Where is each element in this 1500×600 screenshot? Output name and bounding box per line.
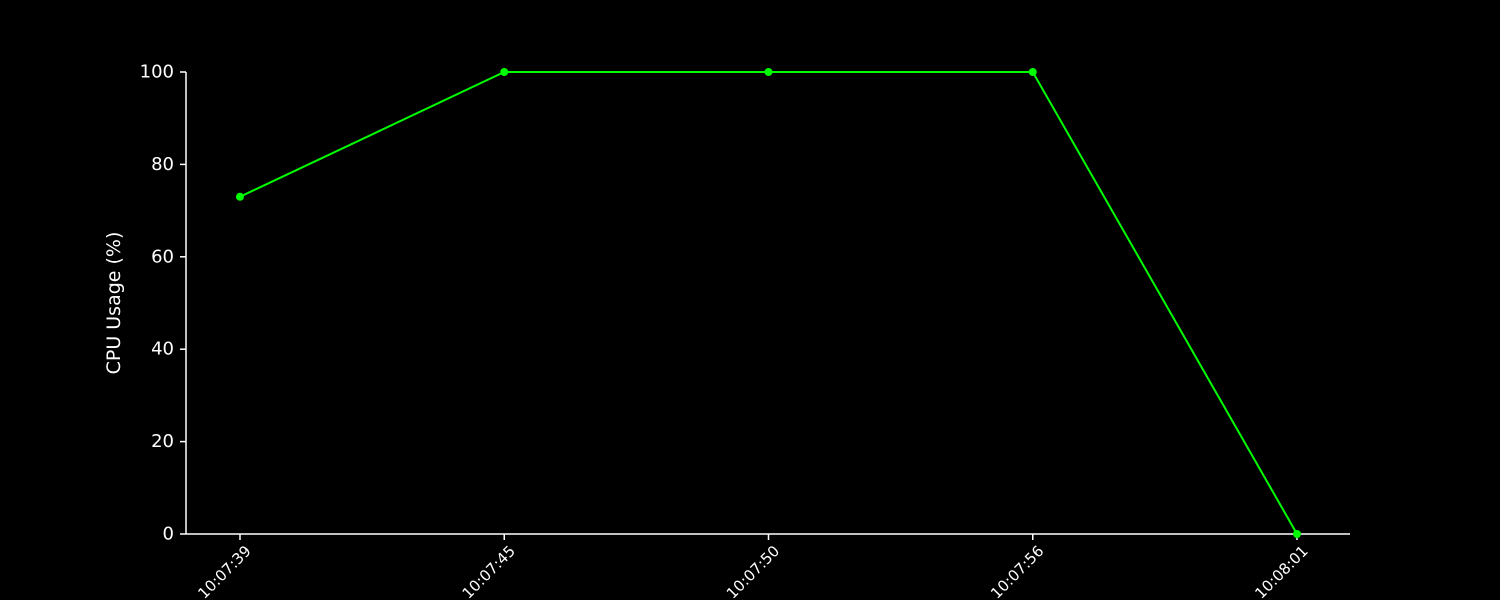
x-tick-label: 10:07:56: [987, 542, 1047, 600]
y-tick-label: 100: [140, 62, 174, 83]
y-axis-title: CPU Usage (%): [103, 232, 125, 375]
data-point: [1293, 530, 1301, 538]
y-tick-label: 40: [151, 339, 174, 360]
series-line: [239, 71, 1298, 535]
data-point: [236, 192, 244, 201]
data-point: [500, 68, 509, 76]
data-point: [1028, 68, 1037, 76]
y-tick-label: 0: [163, 524, 174, 545]
x-tick-label: 10:07:39: [194, 542, 254, 600]
data-point: [764, 68, 773, 76]
y-tick-label: 80: [151, 154, 174, 175]
series-layer: [236, 68, 1301, 538]
x-axis-ticks: 10:07:39 10:07:45 10:07:50 10:07:56 10:08:01: [194, 534, 1312, 600]
x-tick-label: 10:07:50: [723, 542, 783, 600]
y-tick-label: 20: [151, 431, 174, 452]
y-axis-ticks: 0 20 40 60 80 100: [140, 62, 186, 545]
x-tick-label: 10:08:01: [1251, 542, 1311, 600]
y-tick-label: 60: [151, 246, 174, 267]
x-tick-label: 10:07:45: [459, 542, 519, 600]
